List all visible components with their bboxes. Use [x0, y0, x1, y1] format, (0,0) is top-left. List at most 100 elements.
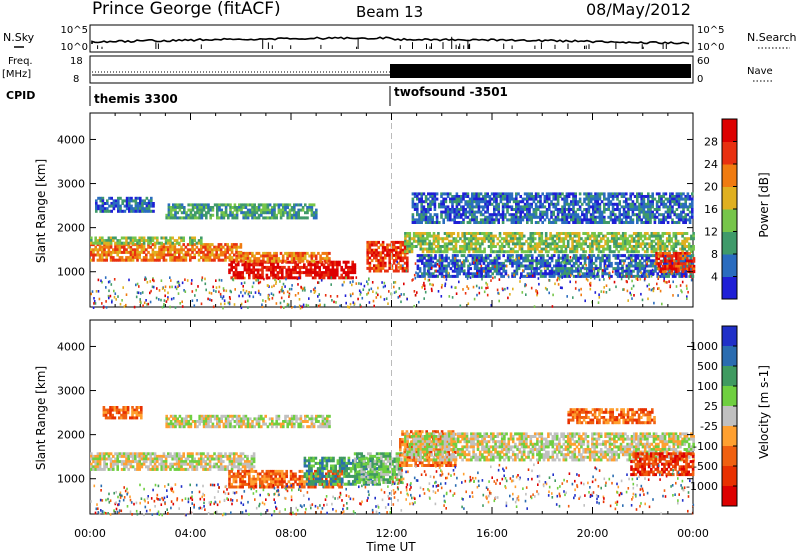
cpid-segment-2: twofsound -3501 — [394, 85, 508, 99]
velocity-band-6 — [102, 406, 143, 420]
nave-tick-low: 0 — [697, 74, 703, 85]
power-colorbar: 4 8 12 16 20 24 28 — [704, 118, 738, 300]
freq-tick-low: 8 — [73, 74, 79, 85]
nsky-label: N.Sky — [3, 31, 35, 44]
power-colorbar-swatch-1 — [722, 254, 737, 277]
power-colorbar-tick-5: 24 — [704, 158, 718, 171]
cpid-label: CPID — [6, 89, 35, 102]
power-colorbar-tick-6: 28 — [704, 136, 718, 149]
velocity-colorbar-tick-0: 1000 — [690, 340, 718, 353]
power-colorbar-tick-2: 12 — [704, 226, 718, 239]
nsearch-tick-high: 10^5 — [697, 25, 724, 36]
velocity-colorbar-swatch-2 — [722, 366, 737, 387]
power-colorbar-swatch-3 — [722, 209, 737, 232]
cpid-row: CPID themis 3300 twofsound -3501 — [6, 85, 508, 106]
velocity-colorbar-swatch-3 — [722, 386, 737, 407]
velocity-band-3 — [353, 452, 403, 484]
velocity-colorbar: 1000 500 100 25 -25 -100 -500 -1000 — [686, 325, 738, 507]
power-band-7 — [165, 203, 318, 220]
power-band-6 — [95, 196, 155, 213]
velocity-colorbar-label: Velocity [m s-1] — [757, 365, 771, 459]
power-ytick-0: 1000 — [57, 266, 85, 279]
freq-panel: Freq. [MHz] 18 8 60 0 Nave — [2, 55, 773, 85]
power-ytick-1: 2000 — [57, 222, 85, 235]
velocity-band-8 — [567, 408, 656, 425]
power-colorbar-swatch-7 — [722, 119, 737, 142]
velocity-axis-ticks: 1000 2000 3000 4000 — [57, 320, 694, 514]
xtick-label-6: 00:00 — [677, 527, 709, 540]
power-band-3 — [235, 251, 331, 263]
velocity-ylabel: Slant Range [km] — [34, 366, 48, 470]
freq-tick-high: 18 — [70, 56, 83, 67]
power-colorbar-swatch-0 — [722, 276, 737, 300]
power-heatmap — [90, 113, 696, 310]
velocity-colorbar-swatch-5 — [722, 426, 737, 447]
freq-label: Freq. — [8, 56, 33, 67]
nsky-line — [91, 36, 690, 45]
power-colorbar-label: Power [dB] — [757, 172, 771, 237]
velocity-colorbar-tick-1: 500 — [697, 360, 718, 373]
xtick-label-1: 04:00 — [175, 527, 207, 540]
velocity-band-5 — [404, 432, 695, 462]
cpid-segment-1: themis 3300 — [94, 92, 178, 106]
xtick-label-5: 20:00 — [577, 527, 609, 540]
time-axis-labels: 00:00 04:00 08:00 12:00 16:00 20:00 00:00 — [74, 527, 709, 540]
nsky-trace — [91, 36, 690, 49]
velocity-colorbar-swatch-0 — [722, 326, 737, 347]
power-band-0 — [90, 243, 243, 262]
freq-unit: [MHz] — [2, 69, 31, 80]
velocity-colorbar-swatch-7 — [722, 466, 737, 487]
xtick-label-2: 08:00 — [275, 527, 307, 540]
velocity-heatmap — [90, 320, 695, 517]
power-colorbar-swatch-2 — [722, 231, 737, 255]
nsearch-label: N.Search — [747, 31, 797, 44]
nave-tick-high: 60 — [697, 56, 710, 67]
power-ylabel: Slant Range [km] — [34, 159, 48, 263]
xlabel: Time UT — [365, 540, 416, 554]
power-colorbar-tick-0: 4 — [711, 271, 718, 284]
power-colorbar-swatch-4 — [722, 186, 737, 210]
power-band-1 — [90, 236, 203, 245]
nsky-tick-low: 10^0 — [61, 42, 88, 53]
power-ytick-3: 4000 — [57, 133, 85, 146]
nave-label: Nave — [747, 66, 773, 77]
power-colorbar-tick-3: 16 — [704, 203, 718, 216]
velocity-colorbar-tick-5: -100 — [693, 440, 718, 453]
nsky-tick-high: 10^5 — [61, 25, 88, 36]
xtick-label-4: 16:00 — [476, 527, 508, 540]
power-colorbar-tick-4: 20 — [704, 181, 718, 194]
velocity-ytick-1: 2000 — [57, 429, 85, 442]
velocity-colorbar-tick-3: 25 — [704, 400, 718, 413]
velocity-colorbar-tick-6: -500 — [693, 460, 718, 473]
velocity-colorbar-tick-7: -1000 — [686, 480, 718, 493]
power-panel: 1000 2000 3000 4000 Slant Range [km] 4 8 12 16… — [34, 112, 771, 310]
velocity-ytick-0: 1000 — [57, 473, 85, 486]
beam-title: Beam 13 — [356, 3, 423, 21]
power-ytick-2: 3000 — [57, 178, 85, 191]
velocity-speckle — [90, 461, 695, 517]
velocity-colorbar-swatch-8 — [722, 486, 737, 507]
velocity-ytick-3: 4000 — [57, 340, 85, 353]
velocity-colorbar-swatch-6 — [722, 446, 737, 467]
velocity-ytick-2: 3000 — [57, 385, 85, 398]
power-band-5 — [404, 232, 695, 254]
power-band-8 — [411, 192, 694, 224]
xtick-label-0: 00:00 — [74, 527, 106, 540]
velocity-colorbar-swatch-4 — [722, 406, 737, 427]
nsky-panel: N.Sky 10^5 10^0 10^5 10^0 N.Search — [3, 24, 797, 53]
nsearch-tick-low: 10^0 — [697, 42, 724, 53]
velocity-colorbar-tick-4: -25 — [700, 420, 718, 433]
velocity-band-0 — [90, 452, 256, 471]
power-speckle — [90, 255, 693, 310]
velocity-colorbar-tick-2: 100 — [697, 380, 718, 393]
nave-trace-twofsound — [390, 64, 691, 78]
velocity-band-7 — [165, 414, 331, 429]
power-colorbar-swatch-5 — [722, 164, 737, 187]
station-title: Prince George (fitACF) — [92, 0, 281, 19]
power-colorbar-swatch-6 — [722, 141, 737, 165]
power-axis-ticks: 1000 2000 3000 4000 — [57, 113, 694, 307]
velocity-band-9 — [630, 452, 695, 477]
power-colorbar-tick-1: 8 — [711, 248, 718, 261]
xtick-label-3: 12:00 — [376, 527, 408, 540]
